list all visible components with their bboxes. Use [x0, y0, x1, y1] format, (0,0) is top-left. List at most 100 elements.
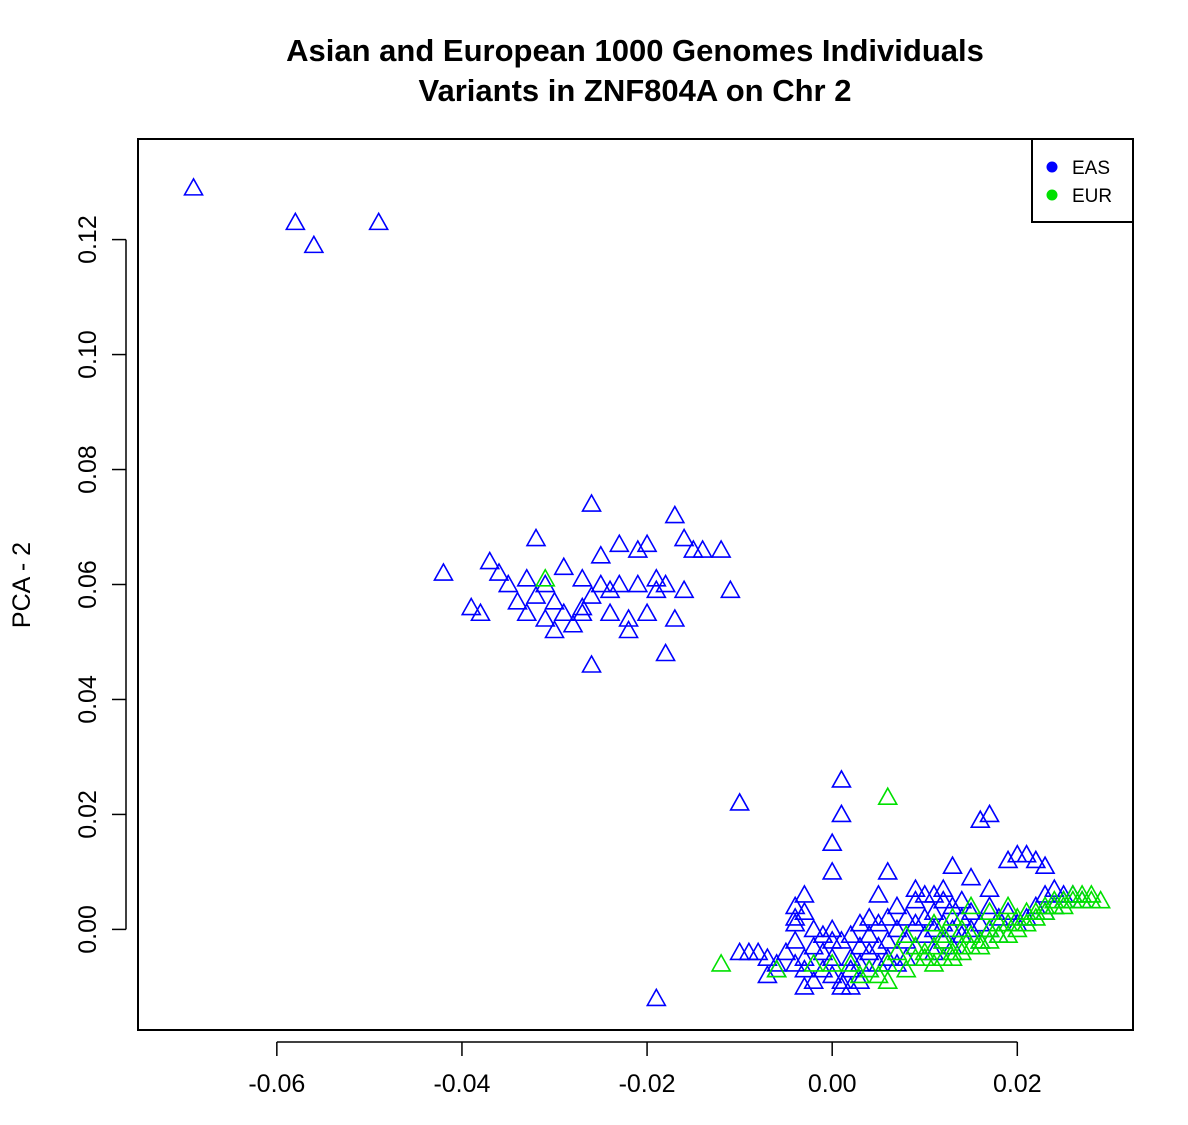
data-point-eas: [581, 493, 602, 512]
data-point-eas: [636, 602, 658, 622]
data-point-eas: [479, 550, 501, 570]
data-point-eur: [1080, 884, 1102, 903]
data-point-eas: [951, 890, 973, 909]
data-point-eas: [590, 573, 612, 593]
data-point-eur: [1043, 890, 1065, 909]
data-point-eas: [988, 924, 1010, 943]
data-point-eas: [794, 976, 815, 995]
data-point-eas: [784, 895, 806, 915]
data-point-eur: [534, 568, 556, 587]
data-point-eur: [840, 953, 862, 972]
data-point-eas: [571, 568, 593, 587]
data-point-eas: [831, 976, 852, 995]
data-point-eas: [571, 596, 593, 616]
data-point-eas: [895, 947, 917, 966]
data-point-eur: [942, 941, 963, 961]
data-point-eas: [571, 602, 593, 622]
data-point-eur: [710, 953, 732, 972]
data-point-eas: [581, 585, 602, 604]
data-point-eas: [997, 849, 1019, 869]
data-point-eas: [1043, 895, 1065, 915]
data-point-eur: [969, 936, 991, 955]
data-point-eur: [821, 953, 843, 972]
data-point-eur: [1080, 890, 1102, 909]
data-point-eas: [979, 895, 1000, 915]
data-point-eas: [1016, 907, 1037, 926]
data-point-eas: [877, 947, 899, 966]
data-point-eas: [1006, 844, 1028, 863]
data-point-eas: [923, 901, 945, 920]
data-point-eas: [784, 907, 806, 926]
data-point-eas: [738, 941, 760, 961]
legend-box: [1031, 138, 1134, 223]
data-point-eas: [849, 936, 871, 955]
legend-marker-eur: [1046, 189, 1058, 201]
data-point-eas: [618, 608, 639, 627]
data-point-eur: [923, 936, 945, 955]
data-point-eur: [1071, 884, 1093, 903]
data-point-eas: [747, 941, 769, 961]
legend-label-eur: EUR: [1072, 186, 1112, 207]
data-point-eas: [1025, 849, 1047, 869]
data-point-eas: [544, 619, 565, 639]
data-point-eas: [1006, 913, 1028, 932]
series-eur: [534, 568, 1111, 989]
chart-title-line-1: Asian and European 1000 Genomes Individu…: [286, 33, 984, 68]
data-point-eas: [627, 573, 649, 593]
data-point-eas: [525, 585, 547, 604]
data-point-eas: [507, 591, 528, 610]
data-point-eas: [618, 619, 639, 639]
data-point-eas: [969, 809, 991, 829]
data-point-eur: [932, 947, 954, 966]
data-point-eas: [914, 884, 936, 903]
y-axis-label: PCA - 2: [8, 542, 36, 628]
data-point-eas: [516, 568, 538, 587]
data-point-eur: [877, 970, 899, 989]
data-point-eur: [868, 964, 889, 984]
data-point-eas: [923, 884, 945, 903]
data-point-eur: [960, 924, 982, 943]
data-point-eas: [534, 608, 556, 627]
data-point-eur: [997, 924, 1019, 943]
data-point-eas: [673, 579, 695, 599]
data-point-eur: [803, 953, 825, 972]
data-point-eas: [794, 959, 815, 978]
data-point-eas: [784, 913, 806, 932]
data-point-eur: [1062, 884, 1084, 903]
data-point-eas: [821, 930, 843, 949]
y-tick-label: 0.12: [74, 215, 102, 264]
data-point-eas: [303, 234, 325, 254]
data-point-eas: [821, 918, 843, 938]
data-point-eas: [682, 539, 704, 558]
data-point-eas: [497, 573, 519, 593]
series-eas: [183, 177, 1093, 1007]
data-point-eas: [673, 527, 695, 547]
data-point-eur: [979, 930, 1000, 949]
data-point-eur: [1071, 890, 1093, 909]
data-point-eas: [766, 959, 788, 978]
data-point-eas: [886, 953, 908, 972]
data-point-eas: [664, 504, 686, 524]
legend-label-eas: EAS: [1072, 158, 1110, 179]
data-point-eas: [183, 177, 204, 196]
data-point-eas: [544, 591, 565, 610]
data-point-eas: [757, 947, 778, 966]
data-point-eas: [849, 913, 871, 932]
data-point-eas: [840, 976, 862, 995]
data-point-eas: [729, 941, 750, 961]
y-tick-label: 0.04: [74, 675, 102, 724]
data-point-eur: [979, 901, 1000, 920]
data-point-eur: [895, 959, 917, 978]
data-point-eas: [460, 596, 482, 616]
data-point-eur: [877, 953, 899, 972]
data-point-eas: [858, 959, 880, 978]
data-point-eas: [886, 918, 908, 938]
y-axis: 0.00 0.02 0.04 0.06 0.08 0.10 0.12: [74, 215, 127, 954]
data-point-eas: [803, 918, 825, 938]
data-point-eas: [516, 602, 538, 622]
data-point-eas: [562, 614, 584, 633]
data-point-eas: [840, 947, 862, 966]
data-point-eur: [923, 913, 945, 932]
data-point-eas: [932, 890, 954, 909]
